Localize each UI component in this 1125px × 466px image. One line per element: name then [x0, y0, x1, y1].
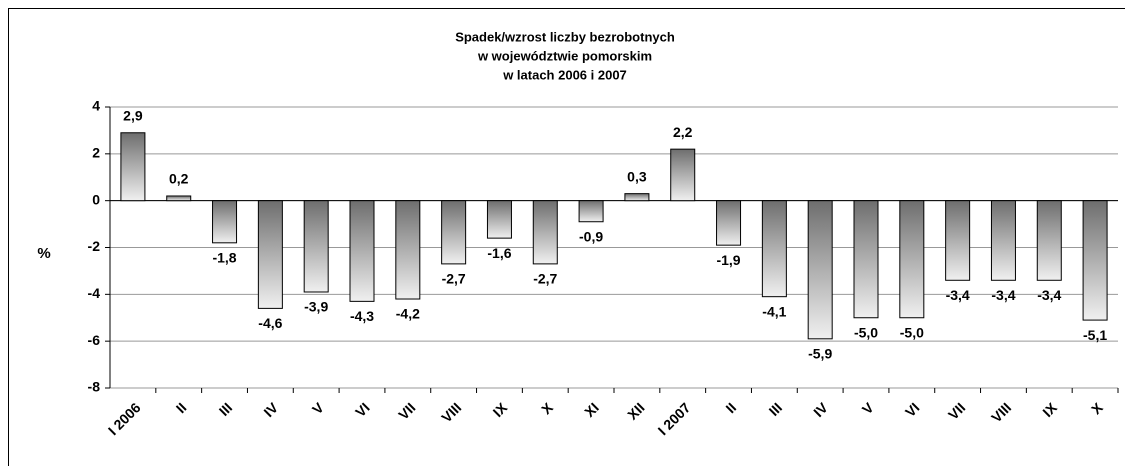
- value-label: 0,2: [169, 171, 189, 187]
- value-label: 2,2: [673, 124, 693, 140]
- chart-title: w województwie pomorskim: [477, 48, 652, 63]
- value-label: -5,0: [854, 324, 878, 340]
- value-label: 2,9: [123, 107, 143, 123]
- value-label: -5,9: [808, 346, 832, 362]
- value-label: -4,1: [762, 303, 786, 319]
- bar: [990, 200, 1016, 281]
- value-label: -3,4: [946, 287, 970, 303]
- y-axis-label: %: [37, 245, 50, 262]
- bar: [670, 148, 696, 202]
- bar: [945, 200, 971, 281]
- bar: [578, 200, 604, 223]
- bar: [212, 200, 238, 244]
- bar: [899, 200, 925, 319]
- value-label: -3,4: [1037, 287, 1061, 303]
- value-label: -2,7: [442, 271, 466, 287]
- value-label: -1,6: [487, 245, 511, 261]
- bar: [807, 200, 833, 340]
- frame: [8, 8, 1125, 466]
- value-label: -1,8: [212, 250, 236, 266]
- value-label: -5,1: [1083, 327, 1107, 343]
- bar: [761, 200, 787, 298]
- y-tick-label: -6: [88, 332, 101, 348]
- bar: [624, 193, 650, 202]
- bar: [303, 200, 329, 293]
- value-label: -0,9: [579, 228, 603, 244]
- chart-title: Spadek/wzrost liczby bezrobotnych: [455, 29, 675, 44]
- y-tick-label: -2: [88, 238, 101, 254]
- value-label: -4,2: [396, 306, 420, 322]
- value-label: -4,6: [258, 315, 282, 331]
- value-label: -3,4: [991, 287, 1015, 303]
- y-tick-label: 4: [92, 98, 100, 114]
- y-tick-label: 2: [92, 145, 100, 161]
- value-label: -3,9: [304, 299, 328, 315]
- bar: [1036, 200, 1062, 281]
- bar: [166, 195, 192, 202]
- bar: [441, 200, 467, 265]
- bar: [257, 200, 283, 309]
- value-label: -5,0: [900, 324, 924, 340]
- value-label: -4,3: [350, 308, 374, 324]
- bar: [716, 200, 742, 246]
- value-label: -2,7: [533, 271, 557, 287]
- value-label: -1,9: [716, 252, 740, 268]
- bar: [1082, 200, 1108, 321]
- chart-title: w latach 2006 i 2007: [502, 67, 627, 82]
- bar: [532, 200, 558, 265]
- bar: [120, 132, 146, 202]
- y-tick-label: 0: [92, 191, 100, 207]
- value-label: 0,3: [627, 168, 647, 184]
- bar: [349, 200, 375, 302]
- y-tick-label: -4: [88, 285, 101, 301]
- bar: [486, 200, 512, 239]
- bar: [853, 200, 879, 319]
- y-tick-label: -8: [88, 379, 101, 395]
- bar: [395, 200, 421, 300]
